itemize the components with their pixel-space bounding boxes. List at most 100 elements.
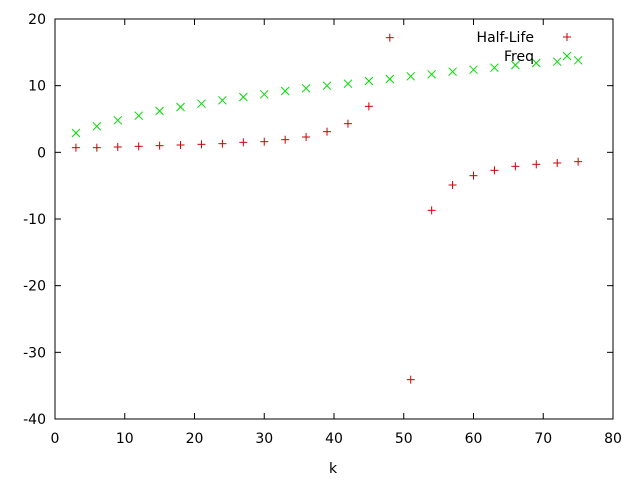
half-life-point (574, 157, 583, 166)
half-life-point (427, 206, 436, 215)
freq-point (259, 89, 269, 99)
half-life-point (323, 127, 332, 136)
half-life-point (155, 141, 164, 150)
freq-point (448, 67, 457, 77)
freq-point (71, 128, 81, 138)
x-tick-label: 40 (325, 431, 343, 447)
data-marks (71, 33, 583, 384)
freq-point (510, 60, 520, 70)
freq-point (113, 115, 123, 125)
half-life-point (343, 119, 352, 128)
x-tick-label: 0 (51, 431, 60, 447)
freq-point (176, 102, 185, 112)
freq-point-d2 (259, 89, 269, 99)
freq-point (134, 111, 144, 121)
freq-point-d2 (155, 106, 164, 116)
y-tick-label: -30 (23, 345, 46, 361)
freq-point-d2 (427, 69, 437, 79)
half-life-point (532, 160, 541, 169)
half-life-point (281, 135, 290, 144)
freq-point (469, 65, 478, 75)
freq-point (490, 63, 499, 73)
freq-point-d2 (490, 63, 499, 73)
freq-point-d2 (197, 99, 206, 109)
half-life-point (469, 171, 478, 180)
freq-point-d2 (573, 55, 583, 65)
freq-point (427, 69, 437, 79)
freq-point (531, 58, 541, 68)
freq-point (364, 76, 374, 86)
half-life-point (511, 162, 520, 171)
freq-point-d2 (218, 95, 227, 105)
x-axis-title: k (329, 461, 338, 477)
half-life-point (260, 137, 269, 146)
half-life-point (406, 375, 415, 384)
freq-point-d2 (280, 86, 290, 96)
legend-label-half-life: Half-Life (477, 30, 534, 46)
axis-ticks: 0 10 20 30 40 50 60 70 80 -40 -30 -20 -10 0 10 20 (23, 12, 622, 447)
freq-point-d2 (176, 102, 185, 112)
y-tick-label: 10 (28, 79, 46, 95)
half-life-point (553, 159, 562, 167)
freq-point-d2 (448, 67, 457, 77)
freq-point (343, 79, 353, 89)
half-life-point (176, 141, 185, 149)
freq-point (238, 92, 248, 102)
freq-point (155, 106, 164, 116)
y-tick-label: 0 (37, 145, 46, 161)
freq-point-d2 (552, 57, 562, 67)
freq-point-d2 (385, 74, 395, 84)
freq-point-d2 (531, 58, 541, 68)
freq-point (552, 57, 562, 67)
half-life-point (113, 143, 122, 151)
y-tick-label: -40 (23, 412, 46, 428)
legend-marker-half-life (563, 33, 571, 41)
freq-point-d2 (406, 71, 416, 81)
freq-point-d2 (92, 121, 102, 131)
freq-point (406, 71, 416, 81)
x-tick-label: 70 (534, 431, 552, 447)
freq-point (280, 86, 290, 96)
x-tick-label: 60 (465, 431, 483, 447)
y-tick-label: -20 (23, 279, 46, 295)
half-life-point (134, 142, 143, 151)
legend-marker-freq (562, 51, 572, 61)
half-life-point (302, 133, 311, 141)
half-life-point (197, 140, 206, 149)
half-life-point (385, 33, 394, 42)
freq-point (197, 99, 206, 109)
freq-point-d2 (343, 79, 353, 89)
freq-point-d2 (469, 65, 478, 75)
freq-point (301, 83, 311, 93)
x-tick-label: 30 (255, 431, 273, 447)
half-life-point (71, 143, 80, 152)
freq-point (385, 74, 395, 84)
freq-point-d2 (238, 92, 248, 102)
freq-point (92, 121, 102, 131)
half-life-point (218, 139, 227, 148)
legend-label-freq: Freq (504, 49, 534, 65)
y-tick-label: -10 (23, 212, 46, 228)
half-life-point (92, 143, 101, 152)
x-tick-label: 80 (604, 431, 622, 447)
freq-point-d2 (364, 76, 374, 86)
freq-point-d2 (134, 111, 144, 121)
half-life-point (448, 181, 457, 189)
freq-point (218, 95, 227, 105)
y-tick-label: 20 (28, 12, 46, 28)
half-life-point (239, 138, 248, 147)
x-tick-label: 10 (116, 431, 134, 447)
x-tick-label: 20 (186, 431, 204, 447)
half-life-point (364, 102, 373, 111)
freq-point-d2 (71, 128, 81, 138)
half-life-point (490, 166, 499, 175)
freq-point-d2 (322, 81, 332, 91)
freq-point (322, 81, 332, 91)
freq-point-d2 (301, 83, 311, 93)
legend-marker-freq-d2 (562, 51, 572, 61)
x-tick-label: 50 (395, 431, 413, 447)
plot-frame (54, 18, 614, 420)
legend: Half-Life Freq (477, 30, 572, 65)
